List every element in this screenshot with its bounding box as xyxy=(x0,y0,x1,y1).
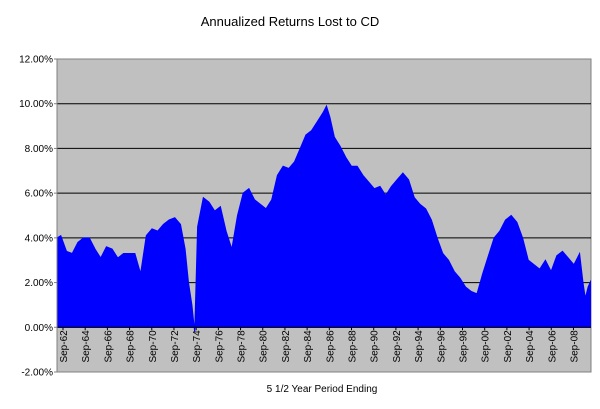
x-tick-label: Sep-82 xyxy=(281,330,292,363)
y-tick-label: 2.00% xyxy=(25,278,53,289)
x-tick-label: Sep-72 xyxy=(170,330,181,363)
x-tick-label: Sep-78 xyxy=(237,330,248,363)
x-tick-label: Sep-86 xyxy=(325,330,336,363)
x-tick-label: Sep-06 xyxy=(547,330,558,363)
y-tick-labels: -2.00% 0.00% 2.00% 4.00% 6.00% 8.00% 10.00% 12.… xyxy=(19,55,57,379)
x-tick-label: Sep-74 xyxy=(192,330,203,363)
x-tick-label: Sep-02 xyxy=(503,330,514,363)
x-tick-label: Sep-70 xyxy=(148,330,159,363)
axes xyxy=(56,59,591,372)
x-tick-label: Sep-84 xyxy=(303,330,314,363)
y-tick-label: 10.00% xyxy=(19,99,53,110)
x-tick-label: Sep-92 xyxy=(392,330,403,363)
x-axis-label: 5 1/2 Year Period Ending xyxy=(267,384,378,395)
x-tick-label: Sep-90 xyxy=(370,330,381,363)
x-tick-label: Sep-04 xyxy=(525,330,536,363)
x-tick-label: Sep-08 xyxy=(570,330,581,363)
x-tick-label: Sep-98 xyxy=(459,330,470,363)
y-tick-label: 6.00% xyxy=(25,189,53,200)
x-tick-label: Sep-76 xyxy=(214,330,225,363)
x-tick-label: Sep-88 xyxy=(348,330,359,363)
y-tick-label: 12.00% xyxy=(19,55,53,66)
x-tick-label: Sep-96 xyxy=(436,330,447,363)
y-tick-label: 4.00% xyxy=(25,233,53,244)
x-tick-label: Sep-62 xyxy=(59,330,70,363)
x-tick-labels: Sep-62 Sep-64 Sep-66 Sep-68 Sep-70 Sep-72 Sep-… xyxy=(59,327,581,363)
y-tick-label: -2.00% xyxy=(21,368,53,379)
y-tick-label: 8.00% xyxy=(25,144,53,155)
x-tick-label: Sep-00 xyxy=(481,330,492,363)
chart-title: Annualized Returns Lost to CD xyxy=(201,14,379,29)
y-tick-label: 0.00% xyxy=(25,323,53,334)
series-layer xyxy=(57,104,591,332)
x-tick-label: Sep-64 xyxy=(81,330,92,363)
series-area xyxy=(57,104,591,332)
x-tick-label: Sep-68 xyxy=(126,330,137,363)
x-tick-label: Sep-94 xyxy=(414,330,425,363)
x-tick-label: Sep-66 xyxy=(103,330,114,363)
x-tick-label: Sep-80 xyxy=(259,330,270,363)
